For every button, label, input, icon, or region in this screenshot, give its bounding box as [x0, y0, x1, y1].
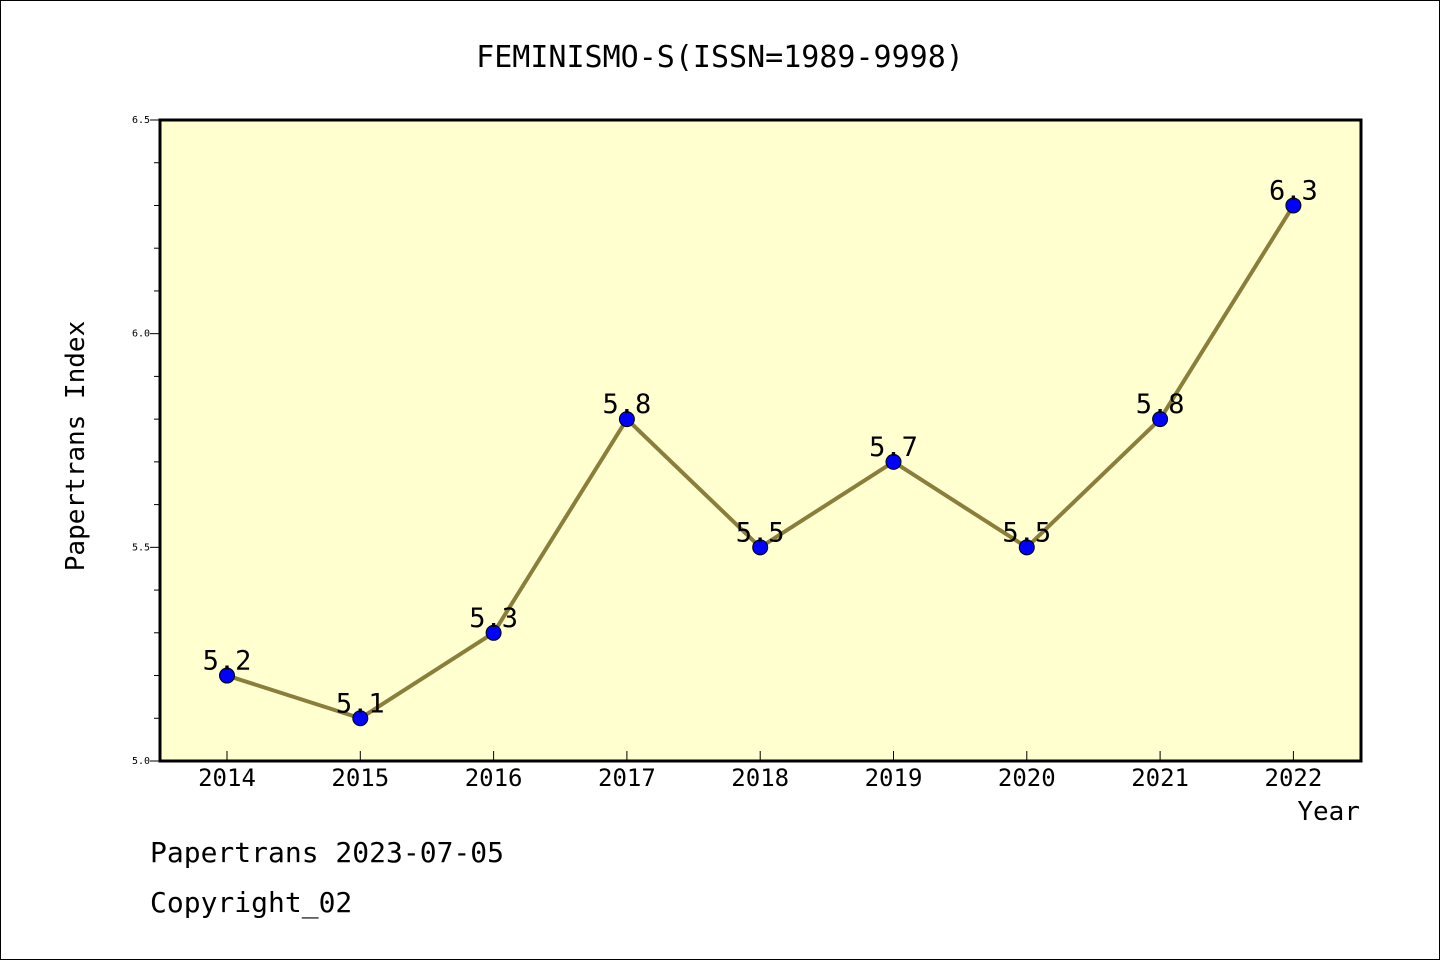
x-tick-label: 2021: [1131, 764, 1189, 792]
data-point: [1285, 197, 1302, 214]
x-tick-label: 2014: [198, 764, 256, 792]
data-point: [485, 624, 502, 641]
series-group: 5.2 5.1 5.3 5.8 5.5 5.7 5.5 5.8 6.3: [203, 175, 1318, 727]
y-tick-label: 5.0: [132, 756, 150, 767]
x-tick-label: 2017: [598, 764, 656, 792]
x-tick-label: 2020: [998, 764, 1056, 792]
data-label: 5.8: [603, 389, 652, 420]
data-label: 5.5: [1002, 517, 1051, 548]
x-axis: 2014 2015 2016 2017 2018 2019 2020 2021 2022: [198, 751, 1322, 792]
x-tick-label: 2015: [331, 764, 389, 792]
data-label: 5.1: [336, 688, 385, 719]
y-axis: 5.0 5.5 6.0 6.5: [132, 115, 160, 767]
x-tick-label: 2018: [731, 764, 789, 792]
x-tick-label: 2016: [465, 764, 523, 792]
data-label: 6.3: [1269, 175, 1318, 206]
x-tick-label: 2022: [1265, 764, 1323, 792]
data-point: [352, 710, 369, 727]
data-label: 5.3: [469, 603, 518, 634]
y-axis-label: Papertrans Index: [61, 321, 91, 571]
y-tick-label: 6.5: [132, 115, 150, 126]
chart-title: FEMINISMO-S(ISSN=1989-9998): [476, 40, 964, 75]
plot-area: [158, 118, 1363, 763]
data-label: 5.5: [736, 517, 785, 548]
y-tick-label: 5.5: [132, 542, 150, 553]
data-label: 5.8: [1136, 389, 1185, 420]
footer-copyright: Copyright_02: [150, 886, 353, 919]
data-point: [752, 539, 769, 556]
x-axis-label: Year: [1297, 797, 1360, 827]
data-point: [618, 411, 635, 428]
x-tick-label: 2019: [865, 764, 923, 792]
data-point: [219, 667, 235, 684]
data-point: [1152, 411, 1169, 428]
data-label: 5.7: [869, 432, 918, 463]
footer-date: Papertrans 2023-07-05: [150, 836, 505, 869]
data-label: 5.2: [203, 646, 252, 677]
data-point: [885, 453, 902, 470]
data-point: [1018, 539, 1035, 556]
y-tick-label: 6.0: [132, 329, 150, 340]
